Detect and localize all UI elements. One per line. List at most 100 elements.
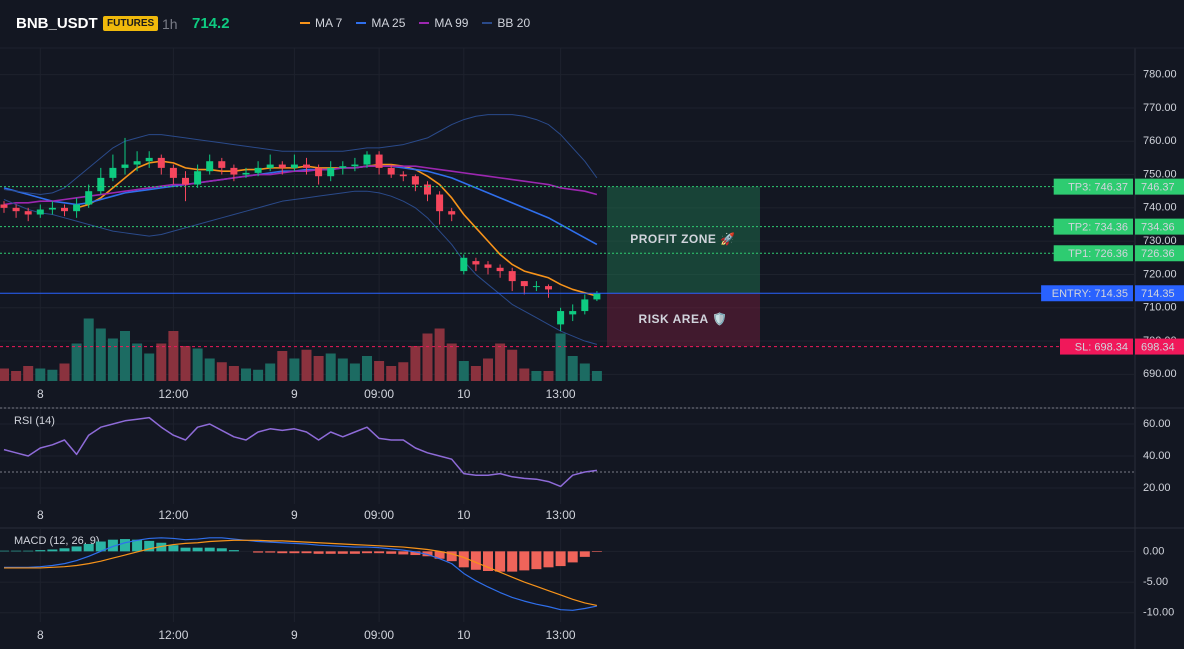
macd-histogram-bar [301, 551, 312, 554]
volume-bar [543, 371, 554, 381]
volume-bar [470, 366, 481, 381]
macd-histogram-bar [374, 551, 385, 554]
candle-body [327, 167, 335, 177]
x-tick-label: 13:00 [546, 508, 576, 522]
candle-body [508, 271, 516, 282]
volume-bar [83, 318, 94, 381]
volume-bar [434, 328, 445, 381]
volume-bar [519, 368, 530, 381]
x-tick-label: 8 [37, 387, 44, 401]
volume-bar [555, 333, 566, 381]
volume-bar [0, 368, 9, 381]
macd-histogram-bar [579, 551, 590, 557]
zone [607, 186, 760, 294]
volume-bar [132, 343, 143, 381]
candle-body [387, 167, 395, 175]
panel-title: MACD (12, 26, 9) [14, 535, 100, 547]
macd-histogram-bar [519, 551, 530, 571]
level-axis-label: 746.37 [1141, 182, 1175, 194]
legend-label: MA 7 [315, 16, 343, 30]
macd-histogram-bar [483, 551, 494, 572]
macd-line [3, 539, 598, 606]
macd-histogram-bar [361, 551, 372, 554]
macd-histogram-bar [446, 551, 457, 562]
interval: 1h [162, 16, 178, 32]
volume-bar [47, 369, 58, 381]
x-tick-label: 9 [291, 628, 298, 642]
macd-histogram-bar [325, 551, 336, 554]
legend-label: BB 20 [497, 16, 531, 30]
ma-line [3, 165, 598, 206]
x-tick-label: 9 [291, 387, 298, 401]
candle-body [97, 177, 105, 192]
candle-body [218, 161, 226, 168]
macd-histogram-bar [265, 551, 276, 553]
macd-histogram-bar [253, 551, 264, 553]
volume-bar [422, 333, 433, 381]
x-tick-label: 8 [37, 628, 44, 642]
legend-swatch [300, 22, 310, 24]
candle-body [73, 204, 81, 212]
y-tick-label: 750.00 [1143, 168, 1177, 180]
volume-bar [361, 356, 372, 381]
y-tick-label: 770.00 [1143, 102, 1177, 114]
volume-bar [325, 353, 336, 381]
y-tick-label: 720.00 [1143, 268, 1177, 280]
volume-bar [253, 369, 264, 381]
candle-body [121, 164, 129, 168]
macd-histogram-bar [180, 547, 191, 552]
volume-bar [168, 331, 179, 381]
legend-swatch [419, 22, 430, 24]
x-tick-label: 10 [457, 387, 471, 401]
candle-body [520, 281, 528, 287]
zone-label: PROFIT ZONE 🚀 [630, 232, 735, 246]
volume-bar [156, 343, 167, 381]
volume-bar [216, 362, 227, 381]
candle-body [593, 293, 601, 300]
candle-body [581, 299, 589, 312]
candle-body [12, 207, 20, 212]
volume-bar [398, 362, 409, 381]
level-axis-tag [1135, 245, 1184, 262]
candle-body [254, 167, 262, 173]
x-tick-label: 13:00 [546, 387, 576, 401]
level-label-box [1041, 285, 1133, 302]
volume-bar [204, 358, 215, 381]
candle-body [242, 172, 250, 175]
volume-bar [349, 363, 360, 381]
volume-bar [337, 358, 348, 381]
candle-body [36, 209, 44, 215]
volume-bar [446, 343, 457, 381]
x-tick-label: 13:00 [546, 628, 576, 642]
x-tick-label: 09:00 [364, 628, 394, 642]
volume-bar [119, 331, 130, 381]
level-label: SL: 698.34 [1075, 341, 1128, 353]
level-label: ENTRY: 714.35 [1052, 288, 1128, 300]
legend-item: BB 20 [482, 16, 530, 30]
candle-body [48, 207, 56, 210]
level-axis-tag [1135, 285, 1184, 302]
ma-line [3, 165, 598, 246]
level-label-box [1060, 338, 1133, 355]
y-tick-label: 60.00 [1143, 418, 1171, 430]
macd-histogram-bar [228, 550, 239, 552]
macd-histogram-bar [132, 539, 143, 552]
macd-histogram-bar [507, 551, 518, 572]
macd-histogram-bar [95, 541, 106, 552]
header: BNB_USDT FUTURES 1h 714.2 MA 7 MA 25 MA 99… [0, 0, 1184, 48]
macd-histogram-bar [216, 548, 227, 552]
macd-histogram-bar [543, 551, 554, 568]
level-axis-label: 714.35 [1141, 288, 1175, 300]
legend-item: MA 99 [419, 16, 468, 30]
volume-bar [458, 361, 469, 381]
legend-item: MA 25 [356, 16, 405, 30]
level-label-box [1053, 245, 1133, 262]
volume-bar [277, 351, 288, 381]
y-tick-label: 740.00 [1143, 202, 1177, 214]
zone-label: RISK AREA 🛡️ [639, 312, 728, 326]
macd-histogram-bar [23, 550, 34, 552]
macd-histogram-bar [337, 551, 348, 554]
x-tick-label: 12:00 [158, 387, 188, 401]
macd-histogram-bar [277, 551, 288, 554]
